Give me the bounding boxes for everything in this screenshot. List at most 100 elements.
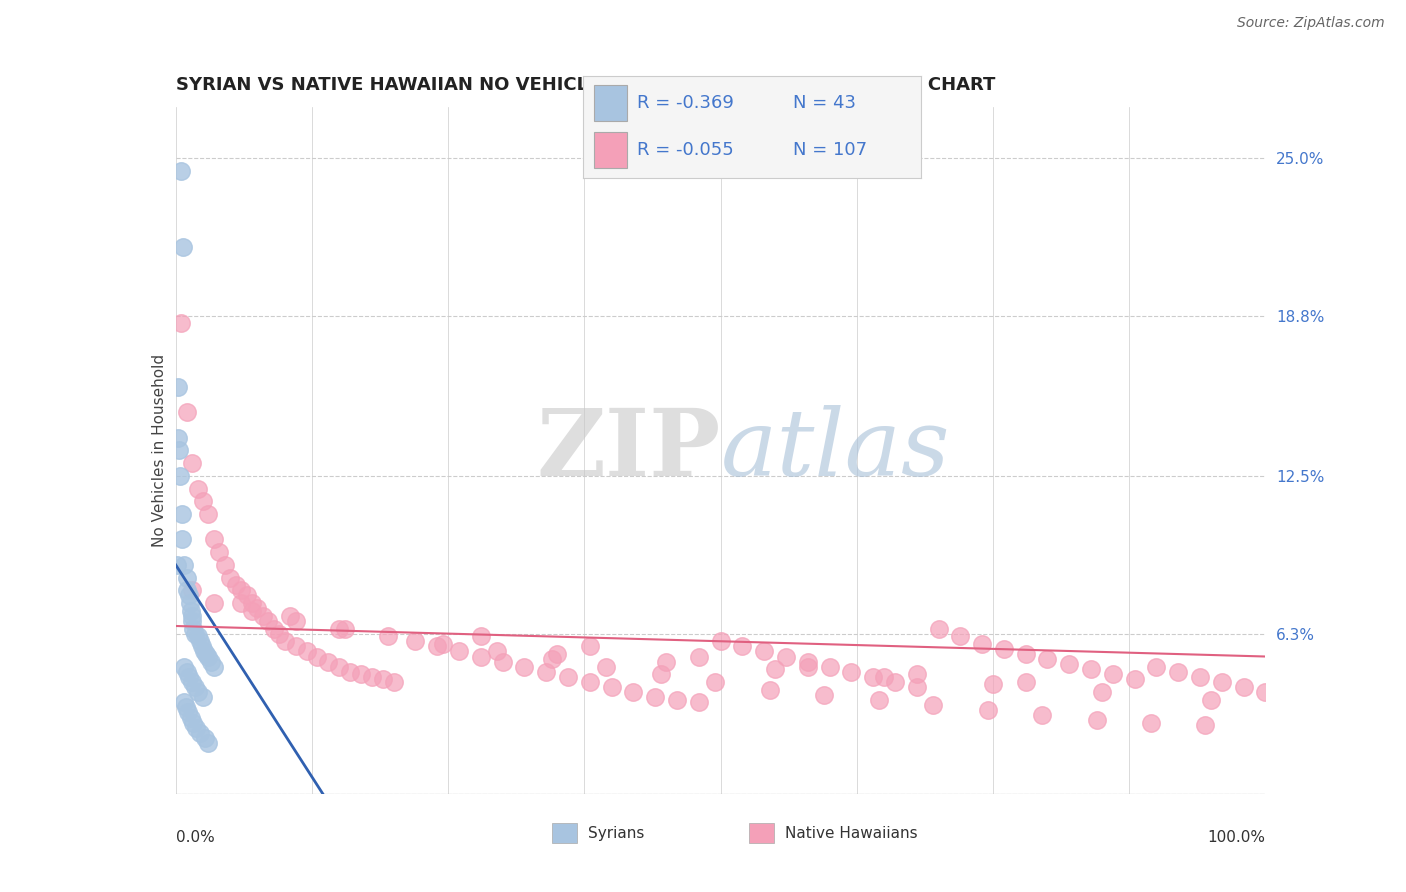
Point — [1144, 659, 1167, 673]
Point — [295, 644, 318, 658]
Point — [257, 614, 280, 628]
Point — [796, 659, 818, 673]
Point — [174, 700, 197, 714]
Point — [1140, 715, 1163, 730]
Point — [470, 629, 492, 643]
Point — [426, 640, 449, 654]
Point — [1015, 675, 1038, 690]
Point — [333, 622, 356, 636]
Point — [195, 647, 218, 661]
Point — [775, 649, 797, 664]
Point — [169, 469, 191, 483]
Point — [173, 695, 195, 709]
Point — [928, 622, 950, 636]
Point — [202, 659, 225, 673]
Point — [1211, 675, 1233, 690]
Point — [274, 634, 297, 648]
Point — [579, 640, 602, 654]
Point — [644, 690, 666, 705]
Point — [1123, 673, 1146, 687]
Point — [252, 608, 274, 623]
Point — [177, 706, 200, 720]
Text: Source: ZipAtlas.com: Source: ZipAtlas.com — [1237, 16, 1385, 30]
Point — [513, 659, 536, 673]
Point — [167, 443, 190, 458]
Point — [246, 601, 269, 615]
Point — [188, 634, 211, 648]
Point — [191, 640, 214, 654]
Point — [208, 545, 231, 559]
Point — [1194, 718, 1216, 732]
Point — [1085, 713, 1108, 727]
Point — [970, 637, 993, 651]
Text: 100.0%: 100.0% — [1208, 830, 1265, 845]
Point — [704, 675, 727, 690]
Point — [432, 637, 454, 651]
Point — [339, 665, 361, 679]
Text: 0.0%: 0.0% — [176, 830, 215, 845]
Point — [193, 644, 215, 658]
Point — [194, 731, 217, 745]
Point — [884, 675, 907, 690]
Point — [328, 622, 350, 636]
Point — [371, 673, 394, 687]
Point — [180, 710, 202, 724]
Point — [179, 596, 201, 610]
Text: Syrians: Syrians — [588, 826, 645, 840]
Point — [181, 614, 204, 628]
Point — [1091, 685, 1114, 699]
Point — [181, 583, 204, 598]
Point — [1199, 692, 1222, 706]
Point — [486, 644, 509, 658]
Point — [377, 629, 399, 643]
Point — [976, 703, 998, 717]
Point — [534, 665, 557, 679]
Point — [731, 640, 754, 654]
Point — [862, 670, 884, 684]
Point — [873, 670, 896, 684]
Point — [181, 456, 204, 470]
Point — [181, 608, 204, 623]
Point — [176, 571, 198, 585]
Point — [579, 675, 602, 690]
Point — [655, 655, 678, 669]
Point — [1189, 670, 1212, 684]
Text: ZIP: ZIP — [536, 406, 721, 495]
Point — [235, 589, 257, 603]
Point — [688, 649, 710, 664]
Point — [382, 675, 405, 690]
Point — [186, 685, 209, 699]
Point — [186, 629, 209, 643]
Point — [231, 583, 253, 598]
Point — [184, 626, 207, 640]
Point — [176, 405, 198, 419]
Point — [1031, 708, 1053, 723]
Point — [202, 596, 225, 610]
Bar — [593, 85, 627, 121]
Point — [167, 431, 190, 445]
Point — [173, 558, 195, 572]
Point — [177, 589, 200, 603]
Point — [1232, 680, 1256, 694]
Point — [191, 494, 214, 508]
Point — [595, 659, 617, 673]
Point — [166, 558, 188, 572]
Point — [214, 558, 236, 572]
Point — [350, 667, 373, 681]
Point — [1080, 662, 1102, 676]
Point — [600, 680, 623, 694]
Point — [186, 482, 209, 496]
Point — [905, 667, 928, 681]
Point — [181, 622, 204, 636]
Point — [170, 316, 193, 330]
Point — [170, 163, 193, 178]
Point — [284, 640, 307, 654]
Point — [225, 578, 247, 592]
Point — [328, 659, 350, 673]
Point — [197, 507, 219, 521]
Point — [269, 626, 291, 640]
Point — [841, 665, 863, 679]
Point — [1167, 665, 1189, 679]
Point — [172, 507, 194, 521]
Point — [240, 604, 263, 618]
